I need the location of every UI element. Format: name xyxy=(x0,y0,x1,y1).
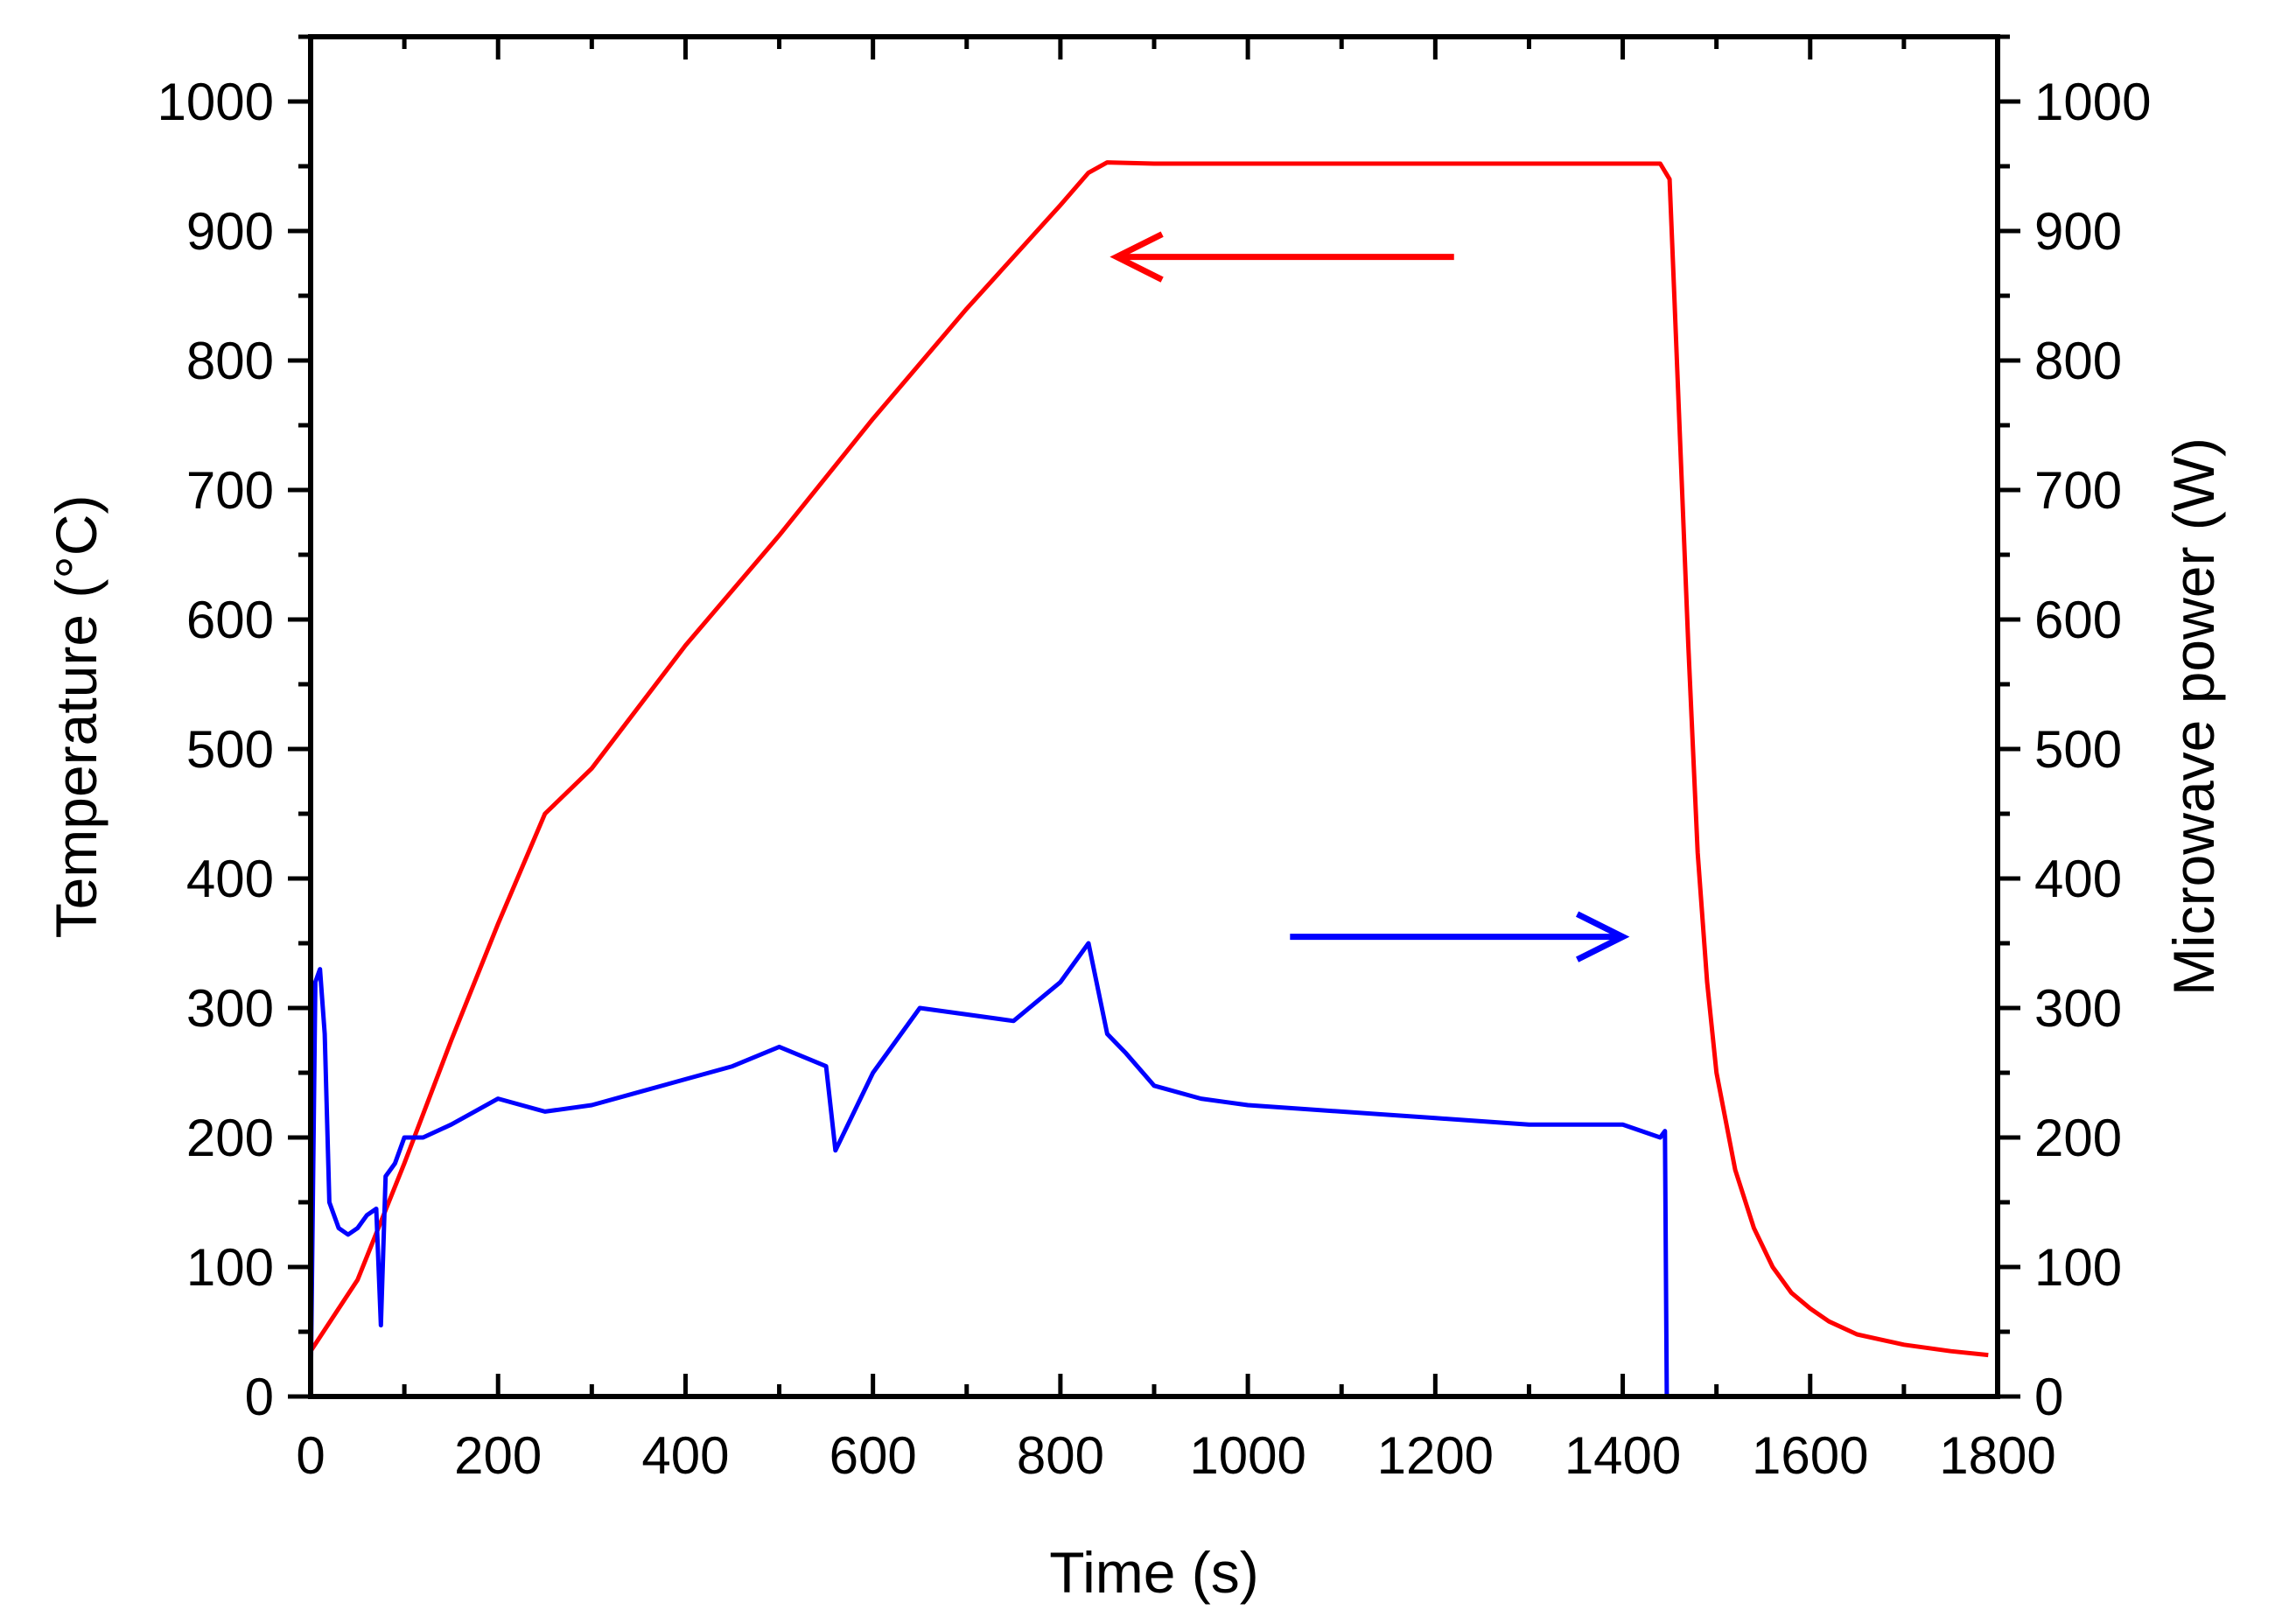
series-layer xyxy=(308,160,1989,1397)
y-left-tick-label: 600 xyxy=(186,591,274,649)
x-tick-label: 200 xyxy=(454,1426,542,1485)
y-left-tick-label: 1000 xyxy=(158,73,274,131)
y-right-tick-label: 300 xyxy=(2034,979,2122,1038)
temperature-line xyxy=(308,160,1989,1358)
y-right-tick-label: 500 xyxy=(2034,720,2122,779)
y-left-tick-label: 800 xyxy=(186,332,274,390)
y-axis-right-title: Microwave power (W) xyxy=(2161,438,2226,996)
x-tick-label: 1200 xyxy=(1377,1426,1494,1485)
x-tick-label: 600 xyxy=(830,1426,917,1485)
x-tick-label: 400 xyxy=(641,1426,729,1485)
y-right-tick-label: 700 xyxy=(2034,461,2122,520)
y-right-tick-label: 0 xyxy=(2034,1368,2063,1426)
x-tick-label: 1800 xyxy=(1939,1426,2055,1485)
y-left-tick-label: 200 xyxy=(186,1109,274,1167)
y-left-tick-label: 900 xyxy=(186,202,274,261)
y-right-tick-label: 800 xyxy=(2034,332,2122,390)
y-left-tick-label: 500 xyxy=(186,720,274,779)
plot-frame xyxy=(308,34,2000,1399)
y-right-tick-label: 200 xyxy=(2034,1109,2122,1167)
y-axis-left-title: Temperature (°C) xyxy=(44,495,108,939)
y-left-tick-label: 0 xyxy=(245,1368,274,1426)
y-right-tick-label: 1000 xyxy=(2034,73,2151,131)
right-arrow-head xyxy=(1575,911,1630,962)
y-left-tick-label: 700 xyxy=(186,461,274,520)
left-arrow-head xyxy=(1110,231,1164,283)
y-right-tick-label: 600 xyxy=(2034,591,2122,649)
x-tick-label: 0 xyxy=(296,1426,325,1485)
x-axis-title: Time (s) xyxy=(1049,1540,1259,1605)
y-left-tick-label: 100 xyxy=(186,1238,274,1297)
x-tick-label: 800 xyxy=(1017,1426,1104,1485)
y-right-tick-label: 100 xyxy=(2034,1238,2122,1297)
x-tick-label: 1600 xyxy=(1752,1426,1868,1485)
microwave-power-line xyxy=(308,941,1670,1397)
y-right-tick-label: 900 xyxy=(2034,202,2122,261)
annotation-layer xyxy=(1110,231,1630,962)
x-tick-label: 1400 xyxy=(1564,1426,1681,1485)
y-left-tick-label: 300 xyxy=(186,979,274,1038)
y-left-tick-label: 400 xyxy=(186,850,274,908)
tick-label-layer: 0 200 400 600 800 1000 1200 1400 1600 18000100200… xyxy=(158,73,2152,1485)
y-right-tick-label: 400 xyxy=(2034,850,2122,908)
x-tick-label: 1000 xyxy=(1189,1426,1306,1485)
